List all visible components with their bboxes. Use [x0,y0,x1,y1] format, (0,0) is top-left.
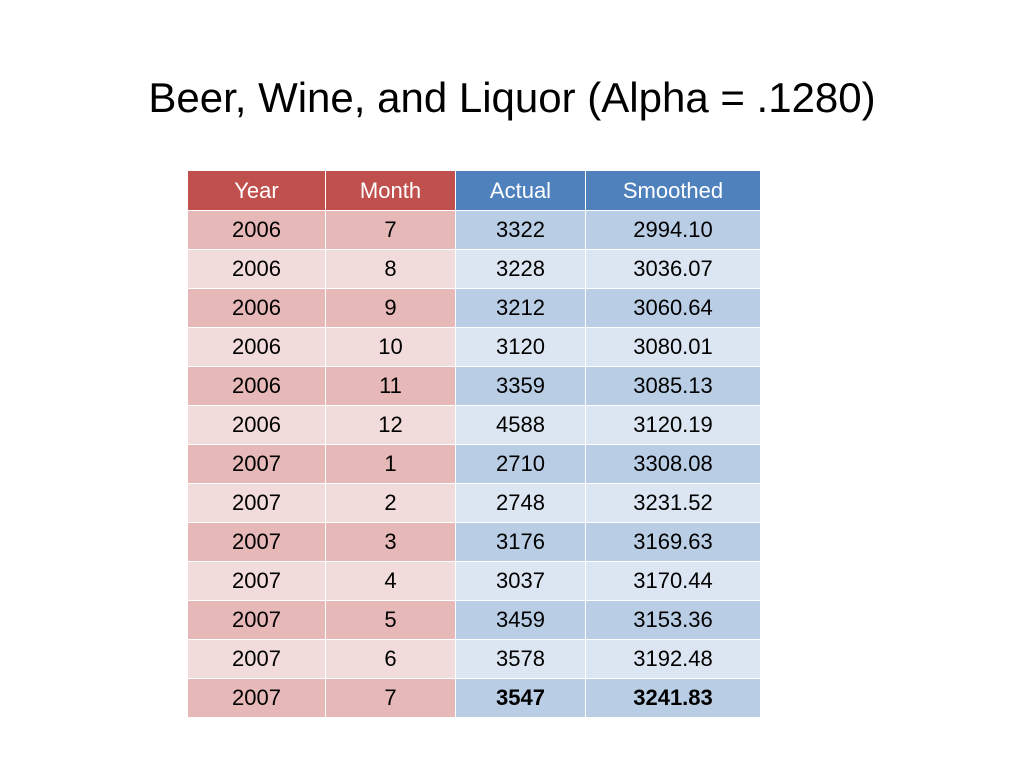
cell-year: 2007 [187,444,326,484]
cell-year: 2006 [187,366,326,406]
table-row: 2007 5 3459 3153.36 [187,600,761,640]
header-actual: Actual [455,171,586,211]
cell-year: 2006 [187,405,326,445]
cell-actual: 3176 [455,522,586,562]
table-row: 2006 8 3228 3036.07 [187,249,761,289]
cell-year: 2007 [187,639,326,679]
table-row: 2006 9 3212 3060.64 [187,288,761,328]
table-row: 2006 7 3322 2994.10 [187,210,761,250]
table-row: 2007 4 3037 3170.44 [187,561,761,601]
table-header-row: Year Month Actual Smoothed [187,171,761,211]
cell-month: 11 [325,366,456,406]
cell-month: 7 [325,210,456,250]
cell-month: 10 [325,327,456,367]
cell-actual: 3459 [455,600,586,640]
cell-month: 2 [325,483,456,523]
cell-year: 2007 [187,561,326,601]
table-row: 2007 1 2710 3308.08 [187,444,761,484]
header-smoothed: Smoothed [585,171,761,211]
cell-year: 2006 [187,249,326,289]
cell-month: 1 [325,444,456,484]
cell-smoothed: 3308.08 [585,444,761,484]
cell-actual: 3322 [455,210,586,250]
cell-actual: 3228 [455,249,586,289]
cell-actual: 3037 [455,561,586,601]
table-row: 2007 2 2748 3231.52 [187,483,761,523]
cell-month: 7 [325,678,456,718]
cell-smoothed: 3192.48 [585,639,761,679]
cell-month: 6 [325,639,456,679]
table-row: 2007 6 3578 3192.48 [187,639,761,679]
table-row: 2007 3 3176 3169.63 [187,522,761,562]
cell-month: 3 [325,522,456,562]
table-row: 2006 11 3359 3085.13 [187,366,761,406]
cell-actual: 3212 [455,288,586,328]
cell-smoothed: 3120.19 [585,405,761,445]
cell-year: 2006 [187,288,326,328]
cell-actual: 3578 [455,639,586,679]
cell-smoothed: 3231.52 [585,483,761,523]
cell-smoothed: 3080.01 [585,327,761,367]
cell-month: 12 [325,405,456,445]
cell-month: 9 [325,288,456,328]
cell-smoothed: 3170.44 [585,561,761,601]
cell-actual: 3359 [455,366,586,406]
cell-month: 8 [325,249,456,289]
cell-actual: 2748 [455,483,586,523]
cell-smoothed: 2994.10 [585,210,761,250]
smoothing-table: Year Month Actual Smoothed 2006 7 3322 2… [187,171,761,718]
cell-smoothed: 3036.07 [585,249,761,289]
cell-smoothed: 3085.13 [585,366,761,406]
table-row: 2006 12 4588 3120.19 [187,405,761,445]
header-month: Month [325,171,456,211]
cell-smoothed: 3241.83 [585,678,761,718]
table-row: 2007 7 3547 3241.83 [187,678,761,718]
cell-year: 2007 [187,483,326,523]
cell-year: 2006 [187,210,326,250]
cell-actual: 3547 [455,678,586,718]
cell-actual: 2710 [455,444,586,484]
cell-smoothed: 3153.36 [585,600,761,640]
cell-actual: 3120 [455,327,586,367]
header-year: Year [187,171,326,211]
cell-year: 2007 [187,678,326,718]
cell-actual: 4588 [455,405,586,445]
cell-smoothed: 3060.64 [585,288,761,328]
cell-month: 4 [325,561,456,601]
cell-month: 5 [325,600,456,640]
cell-smoothed: 3169.63 [585,522,761,562]
table-body: 2006 7 3322 2994.10 2006 8 3228 3036.07 … [187,210,761,718]
table-row: 2006 10 3120 3080.01 [187,327,761,367]
cell-year: 2006 [187,327,326,367]
slide-title: Beer, Wine, and Liquor (Alpha = .1280) [148,74,876,121]
cell-year: 2007 [187,522,326,562]
cell-year: 2007 [187,600,326,640]
